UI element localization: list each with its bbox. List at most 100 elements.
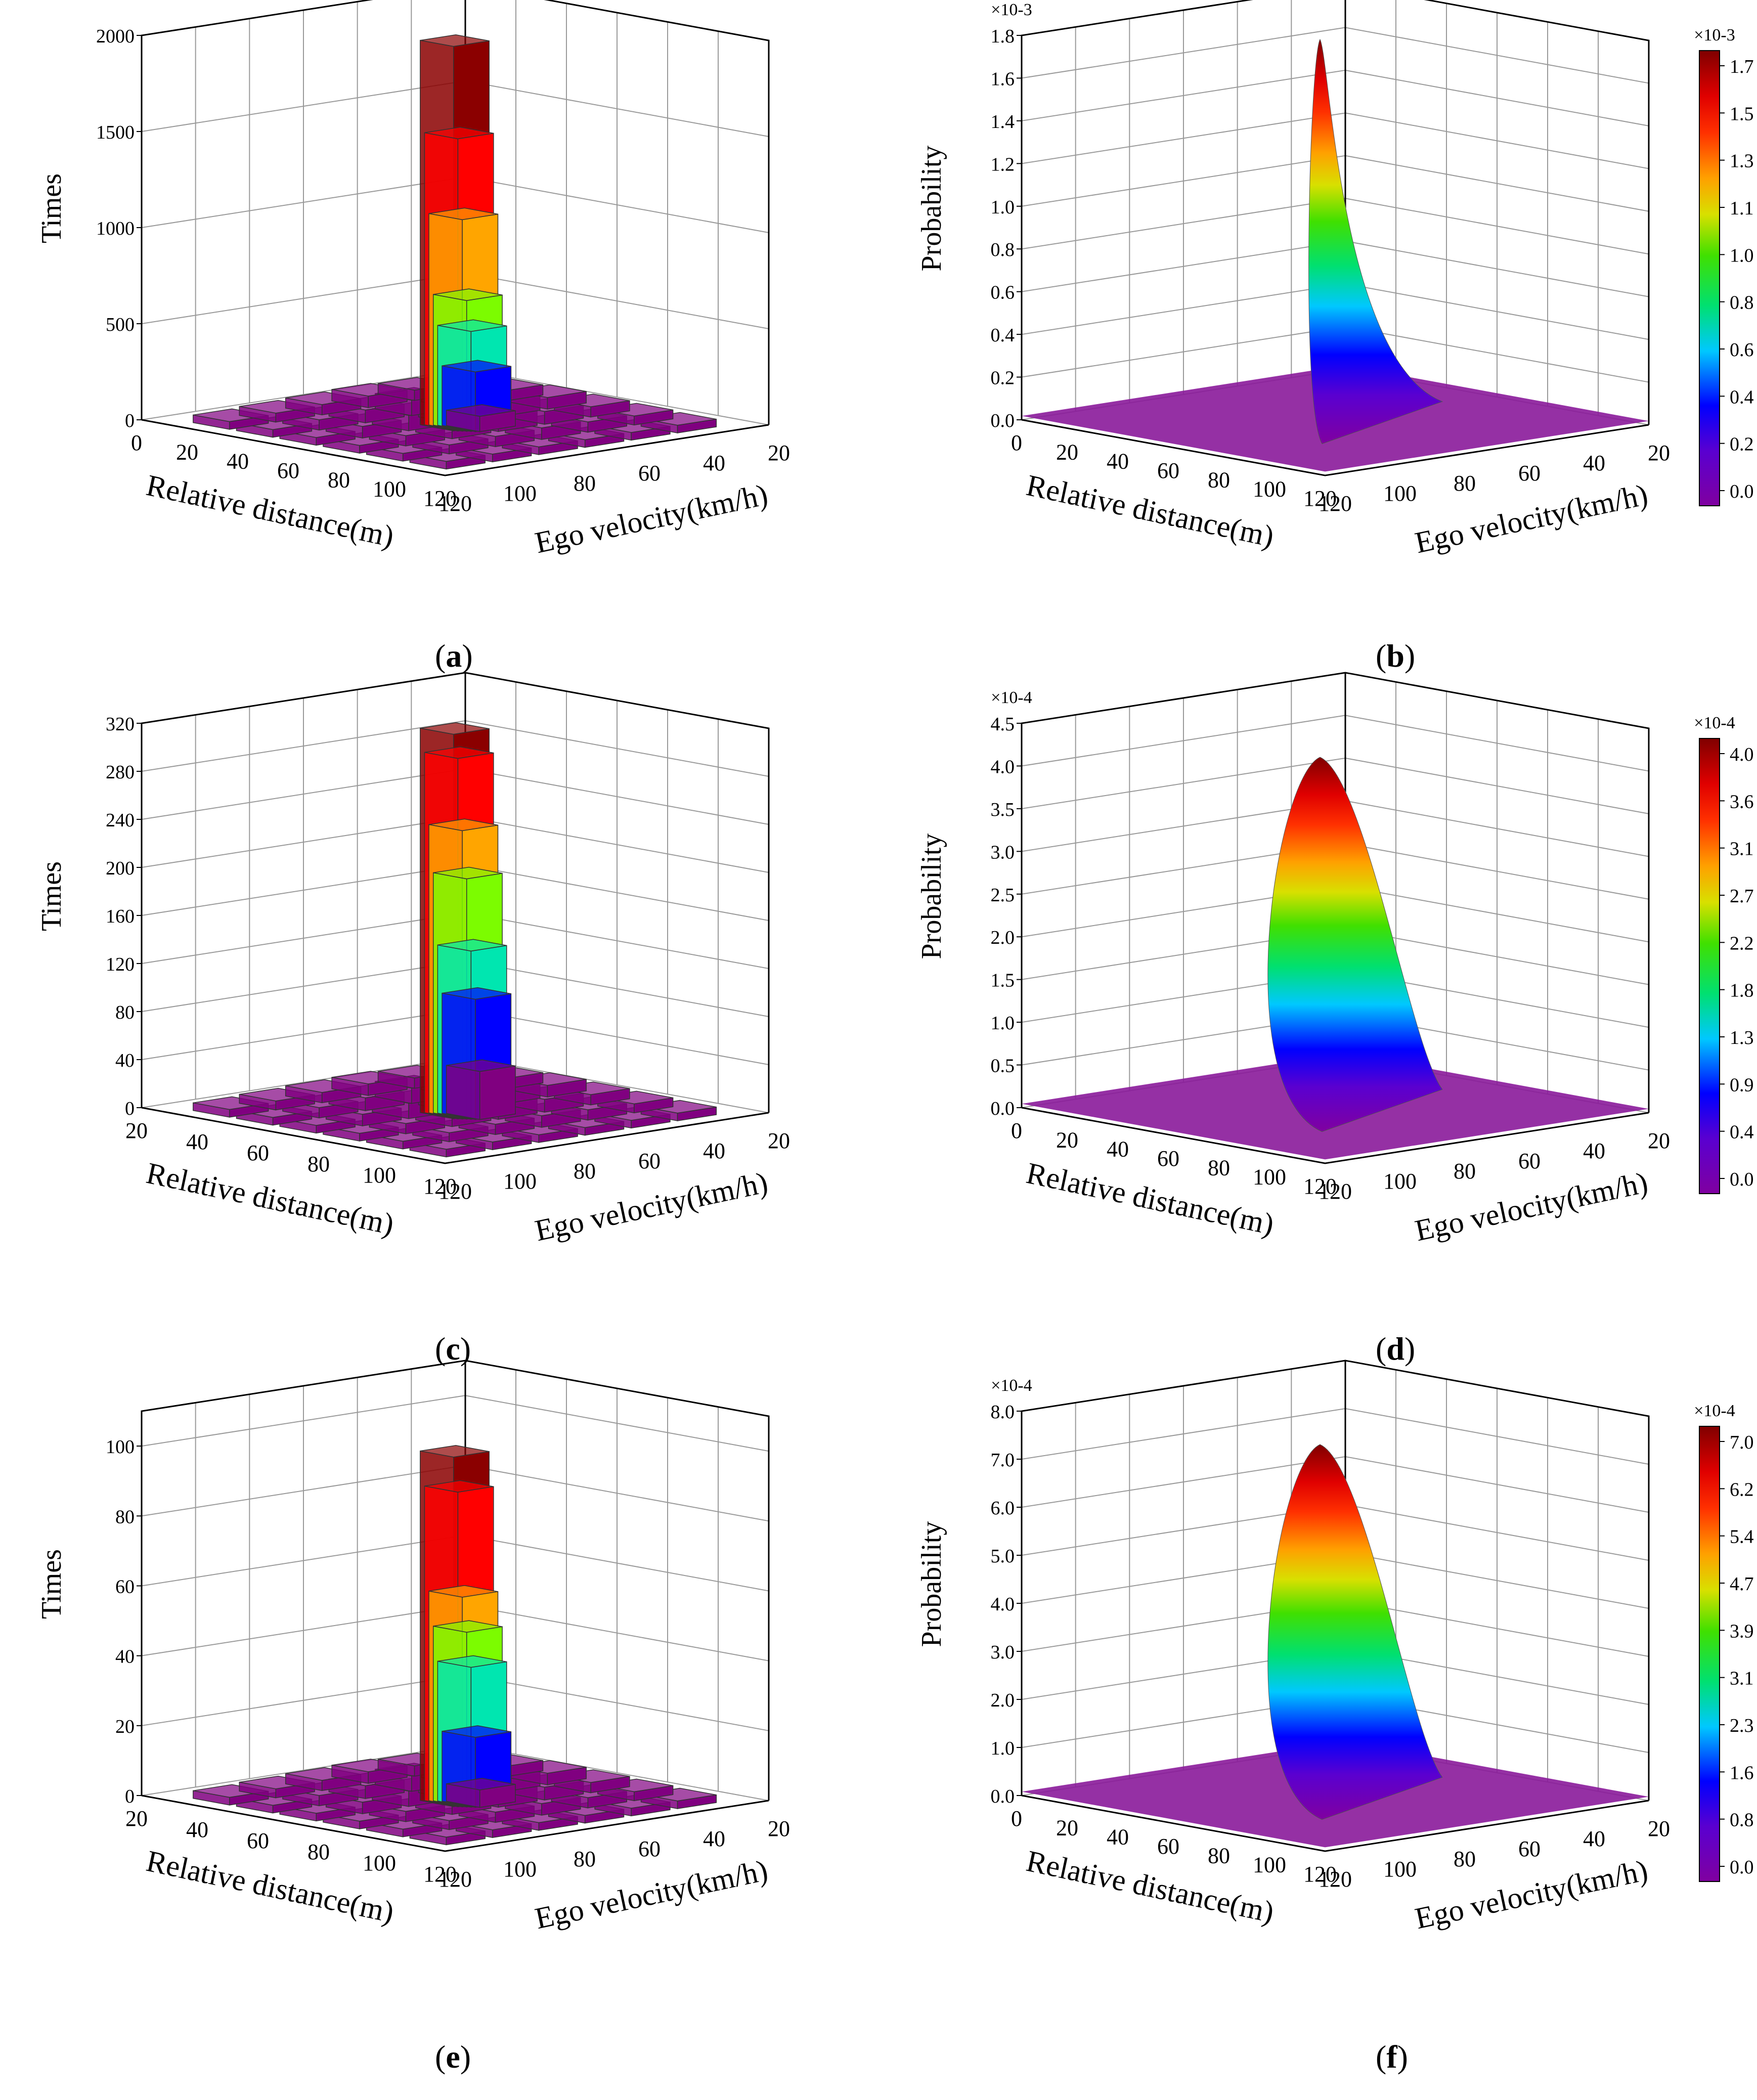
z-tick-label: 80 (115, 1506, 135, 1527)
x-tick-label: 100 (1253, 1853, 1286, 1877)
colorbar-tick-label: 0.0 (1730, 1857, 1754, 1878)
colorbar-tick-label: 3.9 (1730, 1621, 1754, 1642)
y-tick-label: 120 (438, 1179, 472, 1204)
y-tick-label: 120 (1319, 1867, 1352, 1892)
y-tick-label: 20 (1648, 1816, 1670, 1841)
colorbar-tick-label: 0.0 (1730, 1169, 1754, 1190)
y-tick-label: 20 (1648, 1128, 1670, 1153)
z-tick-label: 3.5 (991, 799, 1015, 820)
colorbar-tick-label: 1.5 (1730, 103, 1754, 124)
axis-frame (1021, 0, 1650, 425)
y-tick-label: 80 (574, 1847, 596, 1871)
data-bar (428, 1585, 498, 1598)
data-bar (420, 34, 490, 47)
colorbar-tick-label: 2.3 (1730, 1715, 1754, 1736)
z-tick-label: 1.0 (991, 1738, 1015, 1759)
z-tick-label: 40 (115, 1050, 135, 1071)
y-tick-label: 60 (1518, 461, 1541, 486)
x-tick-label: 40 (186, 1129, 208, 1154)
z-tick-label: 0.2 (991, 368, 1015, 389)
z-tick-label: 0.8 (991, 239, 1015, 260)
colorbar-tick-label: 2.2 (1730, 933, 1754, 954)
colorbar-tick-label: 2.7 (1730, 886, 1754, 907)
z-tick-label: 2000 (96, 26, 135, 47)
y-tick-label: 20 (768, 441, 790, 465)
z-axis-label: Times (36, 861, 67, 931)
x-tick-label: 120 (1303, 486, 1337, 511)
x-tick-label: 120 (1303, 1862, 1337, 1887)
z-tick-label: 2.5 (991, 885, 1015, 906)
z-tick-label: 7.0 (991, 1450, 1015, 1471)
colorbar-tick-label: 0.8 (1730, 1810, 1754, 1831)
colorbar-multiplier: ×10-3 (1694, 26, 1735, 45)
grid-line (1021, 1408, 1649, 1465)
x-axis-label: Relative distance(m) (144, 468, 397, 553)
z-tick-label: 120 (106, 954, 135, 975)
x-tick-label: 0 (1011, 1806, 1022, 1831)
colorbar-tick-label: 7.0 (1730, 1432, 1754, 1453)
y-tick-label: 100 (1383, 1857, 1417, 1882)
surface-peak (1267, 757, 1443, 1132)
y-tick-label: 20 (768, 1128, 790, 1153)
floor-frame (1021, 419, 1649, 476)
grid-line (1021, 27, 1649, 84)
data-bar (446, 1059, 516, 1072)
panel-caption-e: (e) (435, 2039, 471, 2075)
panel-f: 0.0 1.0 2.0 3.0 4.0 5.0 6.0 7.0 8.0 0 20 40 60 80 100 1… (916, 1360, 1754, 1935)
x-tick-label: 80 (328, 467, 350, 492)
grid-line (141, 1395, 769, 1452)
y-axis-label: Ego velocity(km/h) (532, 477, 771, 559)
surface (1022, 1444, 1649, 1848)
data-bar (437, 939, 507, 952)
y-tick-label: 20 (1648, 441, 1670, 465)
grid-walls (141, 672, 769, 1113)
panel-d: 0.0 0.5 1.0 1.5 2.0 2.5 3.0 3.5 4.0 4.5 0 20 40 60 80 1… (916, 672, 1754, 1247)
y-tick-label: 80 (1454, 471, 1476, 496)
x-tick-label: 60 (1157, 1146, 1179, 1171)
z-tick-label: 1.0 (991, 197, 1015, 218)
x-tick-label: 40 (227, 449, 249, 474)
x-tick-label: 20 (1056, 1815, 1078, 1840)
x-tick-label: 60 (1157, 458, 1179, 483)
z-axis-label: Times (36, 1549, 67, 1619)
z-tick-label: 160 (106, 906, 135, 927)
x-tick-label: 80 (1208, 1843, 1230, 1868)
data-bar (428, 818, 498, 832)
y-tick-label: 60 (638, 461, 661, 486)
z-tick-label: 20 (115, 1716, 135, 1737)
colorbar-tick-label: 0.8 (1730, 292, 1754, 314)
y-tick-label: 100 (1383, 481, 1417, 506)
data-bar (446, 1778, 516, 1790)
data-bar (437, 1655, 507, 1668)
z-tick-label: 280 (106, 762, 135, 783)
panel-caption-a: (a) (435, 638, 473, 674)
x-tick-label: 60 (247, 1141, 269, 1165)
y-axis-label: Ego velocity(km/h) (532, 1165, 771, 1247)
x-tick-label: 40 (1107, 1137, 1129, 1162)
colorbar-tick-label: 0.2 (1730, 434, 1754, 455)
axis-multiplier: ×10-3 (991, 1, 1032, 19)
z-axis-label: Times (36, 173, 67, 243)
colorbar-multiplier: ×10-4 (1694, 1402, 1735, 1420)
z-axis-label: Probability (916, 146, 947, 272)
x-axis-label: Relative distance(m) (1024, 468, 1277, 553)
z-tick-label: 0 (125, 410, 135, 431)
z-tick-label: 6.0 (991, 1498, 1015, 1519)
x-axis-label: Relative distance(m) (1024, 1156, 1277, 1241)
colorbar-tick-label: 3.1 (1730, 1668, 1754, 1689)
panel-letter: d (1386, 1331, 1404, 1367)
y-axis-label: Ego velocity(km/h) (1412, 477, 1651, 559)
floor-frame (141, 1107, 769, 1164)
colorbar-tick-label: 4.7 (1730, 1573, 1754, 1595)
colorbar (1699, 50, 1720, 506)
z-tick-label: 1.4 (991, 111, 1015, 133)
y-tick-label: 20 (768, 1816, 790, 1841)
x-tick-label: 120 (423, 1174, 457, 1199)
z-tick-label: 0.0 (991, 1098, 1015, 1119)
z-tick-label: 3.0 (991, 842, 1015, 863)
grid-line (1021, 1360, 1649, 1417)
colorbar-tick-label: 0.4 (1730, 1122, 1754, 1143)
colorbar-multiplier: ×10-4 (1694, 714, 1735, 732)
